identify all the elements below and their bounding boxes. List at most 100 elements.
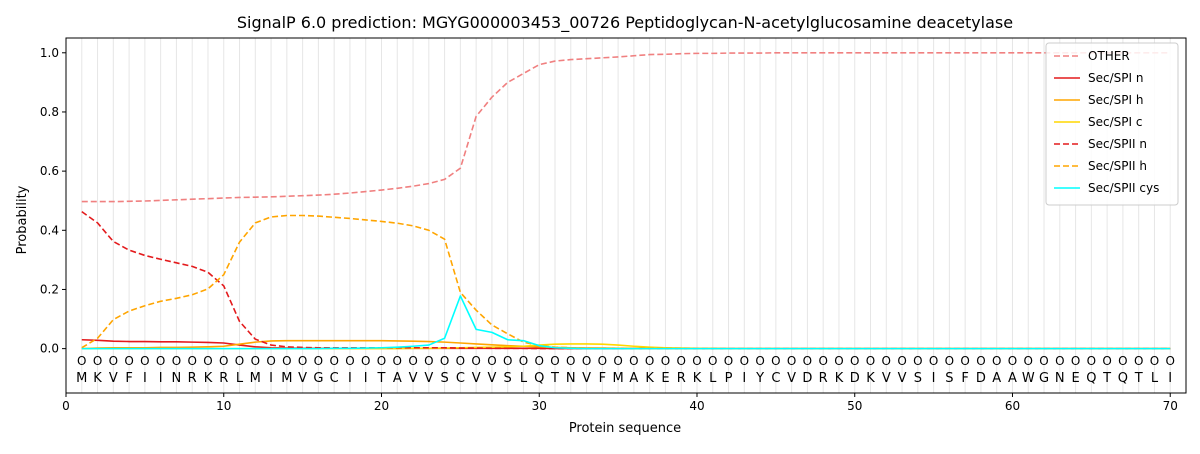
sequence-marker: O: [1039, 354, 1048, 368]
sequence-marker: O: [929, 354, 938, 368]
sequence-marker: O: [1165, 354, 1174, 368]
sequence-marker: O: [535, 354, 544, 368]
legend: OTHER Sec/SPI n Sec/SPI h Sec/SPI c Sec/SPII…: [1045, 42, 1179, 206]
residue-label: Q: [534, 371, 544, 386]
sequence-marker: O: [361, 354, 370, 368]
axis-layer: 0 10 20 30 40 50 60 70 0.0 0.2 0.4 0.6 0.8 1.0: [40, 46, 1178, 413]
sequence-marker: O: [913, 354, 922, 368]
sequence-marker: O: [298, 354, 307, 368]
sequence-marker: O: [582, 354, 591, 368]
y-tick-label: 1.0: [40, 46, 59, 60]
series-line-other: [81, 51, 1171, 203]
residue-label: A: [393, 371, 402, 386]
residue-label: V: [898, 371, 907, 386]
sequence-marker: O: [1071, 354, 1080, 368]
residue-label: S: [504, 371, 512, 386]
residue-label: I: [269, 371, 273, 386]
sequence-marker: O: [629, 354, 638, 368]
residue-label: M: [613, 371, 624, 386]
sequence-marker: O: [708, 354, 717, 368]
residue-label: A: [1008, 371, 1017, 386]
sequence-marker: O: [550, 354, 559, 368]
x-tick-label: 40: [689, 399, 704, 413]
sequence-marker: O: [109, 354, 118, 368]
sequence-marker: O: [203, 354, 212, 368]
residue-label: L: [236, 371, 244, 386]
series-line-sec-spii-cys: [81, 295, 1171, 350]
residue-label: V: [409, 371, 418, 386]
residue-label: Q: [1086, 371, 1096, 386]
chart-title: SignalP 6.0 prediction: MGYG000003453_00…: [237, 13, 1013, 33]
residue-label: M: [281, 371, 292, 386]
residue-label: T: [1102, 371, 1111, 386]
sequence-marker: O: [424, 354, 433, 368]
residue-label: C: [330, 371, 339, 386]
residue-label: I: [143, 371, 147, 386]
sequence-marker: O: [566, 354, 575, 368]
legend-label: Sec/SPI n: [1088, 71, 1143, 85]
sequence-marker: O: [140, 354, 149, 368]
residue-label: S: [440, 371, 448, 386]
series-layer: [81, 51, 1171, 350]
sequence-marker: O: [613, 354, 622, 368]
y-axis-label: Probability: [15, 185, 30, 254]
sequence-marker: O: [503, 354, 512, 368]
residue-label: N: [172, 371, 182, 386]
legend-label: Sec/SPI c: [1088, 115, 1142, 129]
residue-label: K: [866, 371, 875, 386]
residue-label: V: [582, 371, 591, 386]
residue-label: T: [550, 371, 559, 386]
legend-label: Sec/SPII cys: [1088, 181, 1159, 195]
sequence-marker: O: [187, 354, 196, 368]
residue-label: Q: [1118, 371, 1128, 386]
residue-label: C: [771, 371, 780, 386]
residue-label: K: [93, 371, 102, 386]
sequence-marker: O: [440, 354, 449, 368]
sequence-marker: O: [787, 354, 796, 368]
sequence-marker: O: [408, 354, 417, 368]
residue-label: D: [976, 371, 986, 386]
sequence-marker: O: [1087, 354, 1096, 368]
residue-label: V: [472, 371, 481, 386]
sequence-marker: O: [850, 354, 859, 368]
sequence-marker: O: [692, 354, 701, 368]
residue-label: S: [945, 371, 953, 386]
sequence-marker: O: [282, 354, 291, 368]
residue-label: I: [348, 371, 352, 386]
residue-label: T: [377, 371, 386, 386]
y-tick-label: 0.2: [40, 282, 59, 296]
sequence-marker: O: [676, 354, 685, 368]
residue-label: I: [364, 371, 368, 386]
sequence-marker: O: [1024, 354, 1033, 368]
residue-label: G: [313, 371, 323, 386]
sequence-marker: O: [755, 354, 764, 368]
residue-label: D: [802, 371, 812, 386]
sequence-marker: O: [882, 354, 891, 368]
residue-label: T: [1134, 371, 1143, 386]
sequence-marker: O: [866, 354, 875, 368]
residue-label: I: [1168, 371, 1172, 386]
legend-label: Sec/SPII n: [1088, 137, 1147, 151]
sequence-marker: O: [519, 354, 528, 368]
sequence-marker: O: [818, 354, 827, 368]
residue-label: I: [742, 371, 746, 386]
sequence-marker: O: [377, 354, 386, 368]
residue-label: R: [677, 371, 686, 386]
x-tick-label: 50: [847, 399, 862, 413]
sequence-layer: OMOKOVOFOIOIONOROKOROLOMOIOMOVOGOCOIOIOT…: [76, 354, 1175, 386]
sequence-marker: O: [834, 354, 843, 368]
residue-label: D: [850, 371, 860, 386]
plot-frame: [65, 37, 1187, 394]
sequence-marker: O: [314, 354, 323, 368]
x-tick-label: 70: [1163, 399, 1178, 413]
residue-label: E: [661, 371, 669, 386]
residue-label: K: [693, 371, 702, 386]
sequence-marker: O: [661, 354, 670, 368]
sequence-marker: O: [124, 354, 133, 368]
sequence-marker: O: [471, 354, 480, 368]
sequence-marker: O: [329, 354, 338, 368]
legend-box: [1045, 42, 1179, 206]
